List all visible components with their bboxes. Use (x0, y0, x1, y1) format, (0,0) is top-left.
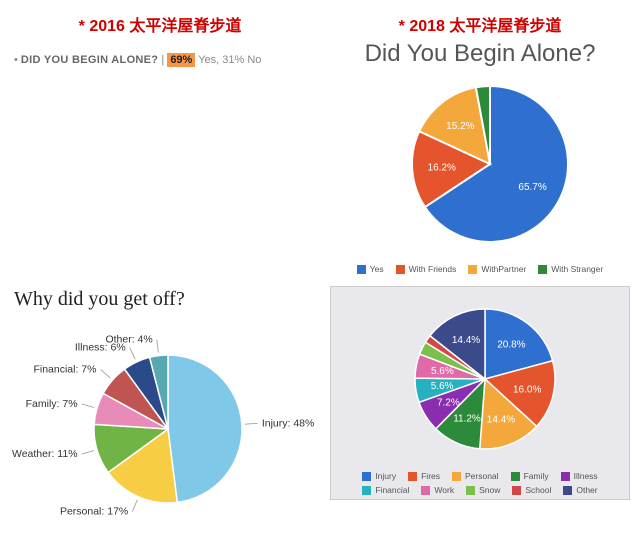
legend-label: School (525, 485, 551, 495)
legend-label: Snow (479, 485, 500, 495)
svg-text:7.2%: 7.2% (437, 397, 460, 408)
svg-text:Other: 4%: Other: 4% (105, 334, 152, 346)
legend-item: Yes (357, 264, 384, 274)
legend-label: Financial (375, 485, 409, 495)
svg-text:11.2%: 11.2% (453, 413, 481, 424)
svg-text:Family: 7%: Family: 7% (26, 398, 78, 410)
title-2018: * 2018 太平洋屋脊步道 (330, 12, 630, 36)
legend-item: Other (563, 485, 597, 495)
pie-begin-alone-2018: 65.7% 16.2% 15.2% (330, 68, 630, 260)
legend-swatch (563, 486, 572, 495)
svg-text:Financial: 7%: Financial: 7% (33, 363, 96, 375)
legend-item: Snow (466, 485, 500, 495)
legend-swatch (452, 472, 461, 481)
legend-item: Personal (452, 471, 499, 481)
legend-item: Financial (362, 485, 409, 495)
heading-begin-alone: Did You Begin Alone? (330, 40, 630, 68)
legend-item: Injury (362, 471, 396, 481)
legend-label: Family (524, 471, 549, 481)
dark-chart-panel: 20.8% 16.0% 14.4% 11.2% 7.2% 5.6% 5.6% 14.4% In… (330, 286, 630, 500)
legend-swatch (396, 265, 405, 274)
legend-swatch (511, 472, 520, 481)
legend-label: Personal (465, 471, 499, 481)
svg-text:65.7%: 65.7% (518, 182, 546, 193)
svg-text:Weather: 11%: Weather: 11% (12, 448, 78, 460)
legend-item: Family (511, 471, 549, 481)
svg-text:14.4%: 14.4% (452, 335, 480, 346)
legend-swatch (561, 472, 570, 481)
heading-get-off: Why did you get off? (14, 288, 310, 311)
svg-text:5.6%: 5.6% (431, 366, 454, 377)
legend-get-off-2018: Injury Fires Personal Family Illness Financia… (335, 471, 625, 495)
survey-line-2016: • DID YOU BEGIN ALONE? | 69% Yes, 31% No (10, 54, 310, 66)
pie-get-off-2016: Injury: 48% Personal: 17% Weather: 11% Fami… (10, 311, 320, 531)
legend-item: School (512, 485, 551, 495)
legend-swatch (421, 486, 430, 495)
svg-text:15.2%: 15.2% (446, 121, 474, 132)
question-text: DID YOU BEGIN ALONE? (21, 54, 158, 66)
svg-text:14.4%: 14.4% (487, 414, 515, 425)
legend-label: Work (434, 485, 454, 495)
legend-label: With Friends (409, 264, 457, 274)
legend-swatch (362, 486, 371, 495)
svg-text:16.0%: 16.0% (513, 384, 541, 395)
svg-text:Injury: 48%: Injury: 48% (262, 417, 315, 429)
svg-text:Personal: 17%: Personal: 17% (60, 506, 128, 518)
svg-text:16.2%: 16.2% (428, 163, 456, 174)
legend-label: Fires (421, 471, 440, 481)
panel-2016-get-off: Why did you get off? Injury: 48% Personal… (0, 280, 320, 540)
legend-swatch (538, 265, 547, 274)
svg-text:20.8%: 20.8% (497, 340, 525, 351)
legend-label: Other (576, 485, 597, 495)
legend-item: With Stranger (538, 264, 603, 274)
panel-2018-get-off: 20.8% 16.0% 14.4% 11.2% 7.2% 5.6% 5.6% 14.4% In… (320, 280, 640, 540)
legend-item: Illness (561, 471, 598, 481)
legend-swatch (468, 265, 477, 274)
legend-swatch (466, 486, 475, 495)
legend-label: Illness (574, 471, 598, 481)
legend-swatch (357, 265, 366, 274)
panel-2016-begin-alone: * 2016 太平洋屋脊步道 • DID YOU BEGIN ALONE? | … (0, 0, 320, 280)
legend-item: Work (421, 485, 454, 495)
highlight-percent: 69% (167, 53, 195, 67)
legend-swatch (408, 472, 417, 481)
legend-label: Injury (375, 471, 396, 481)
legend-label: WithPartner (481, 264, 526, 274)
legend-label: With Stranger (551, 264, 603, 274)
svg-text:5.6%: 5.6% (431, 381, 454, 392)
legend-item: WithPartner (468, 264, 526, 274)
title-2016: * 2016 太平洋屋脊步道 (10, 12, 310, 36)
rest-text: Yes, 31% No (195, 54, 261, 66)
legend-swatch (512, 486, 521, 495)
legend-item: With Friends (396, 264, 457, 274)
pie-get-off-2018: 20.8% 16.0% 14.4% 11.2% 7.2% 5.6% 5.6% 14.4% (335, 291, 625, 467)
legend-swatch (362, 472, 371, 481)
legend-begin-alone-2018: Yes With Friends WithPartner With Stranger (330, 264, 630, 274)
legend-label: Yes (370, 264, 384, 274)
legend-item: Fires (408, 471, 440, 481)
panel-2018-begin-alone: * 2018 太平洋屋脊步道 Did You Begin Alone? 65.7… (320, 0, 640, 280)
